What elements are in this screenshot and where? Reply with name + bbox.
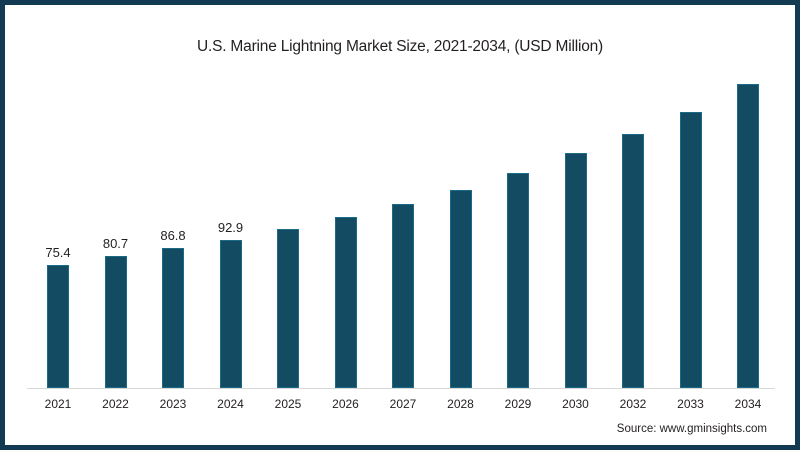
- x-tick-label-2032: 2032: [619, 397, 647, 411]
- bar-value-label-2023: 86.8: [160, 228, 186, 243]
- x-tick-label-2021: 2021: [44, 397, 72, 411]
- bar-value-label-2024: 92.9: [217, 220, 244, 235]
- bar-2022[interactable]: 80.7: [103, 236, 128, 388]
- x-tick-label-2024: 2024: [217, 397, 244, 411]
- bar-2023[interactable]: 86.8: [160, 228, 186, 388]
- x-tick-label-2022: 2022: [102, 397, 129, 411]
- bar-2026[interactable]: [334, 217, 357, 388]
- x-tick-label-2029: 2029: [504, 397, 532, 411]
- bar-rect-2022[interactable]: [104, 256, 127, 388]
- bar-2029[interactable]: [507, 173, 529, 388]
- chart-canvas: U.S. Marine Lightning Market Size, 2021-…: [5, 5, 795, 445]
- bar-rect-2033[interactable]: [679, 112, 702, 388]
- bar-2030[interactable]: [564, 153, 587, 388]
- x-tick-label-2026: 2026: [332, 397, 359, 411]
- frame-border-left: [0, 0, 5, 450]
- bar-2027[interactable]: [392, 204, 414, 388]
- bar-2032[interactable]: [622, 134, 644, 388]
- x-tick-label-2033: 2033: [677, 397, 704, 411]
- bar-rect-2034[interactable]: [737, 84, 759, 388]
- x-axis-line: [27, 388, 775, 389]
- bar-value-label-2021: 75.4: [45, 245, 71, 260]
- bar-rect-2025[interactable]: [277, 229, 299, 388]
- x-tick-label-2023: 2023: [159, 397, 187, 411]
- chart-title: U.S. Marine Lightning Market Size, 2021-…: [196, 38, 604, 55]
- frame-border-right: [795, 0, 800, 450]
- frame-border-bottom: [0, 445, 800, 450]
- bar-rect-2029[interactable]: [507, 173, 529, 388]
- frame-border-top: [0, 0, 800, 5]
- bar-2033[interactable]: [679, 112, 702, 388]
- bar-rect-2023[interactable]: [162, 248, 184, 388]
- x-tick-label-2027: 2027: [389, 397, 417, 411]
- x-tick-label-2034: 2034: [734, 397, 762, 411]
- bar-2021[interactable]: 75.4: [45, 245, 71, 388]
- x-tick-label-2030: 2030: [562, 397, 589, 411]
- bar-rect-2026[interactable]: [334, 217, 357, 388]
- bar-rect-2024[interactable]: [219, 240, 242, 388]
- bar-2028[interactable]: [449, 190, 472, 388]
- bar-2024[interactable]: 92.9: [218, 220, 243, 388]
- x-tick-label-2028: 2028: [447, 397, 474, 411]
- x-tick-label-2025: 2025: [274, 397, 302, 411]
- bar-2034[interactable]: [737, 84, 759, 388]
- plot-area: 75.4 2021 80.7 2022 86.8 2023 92.9 2024 2025 2026…: [5, 5, 795, 445]
- source-attribution: Source: www.gminsights.com: [616, 423, 767, 435]
- bar-2025[interactable]: [277, 229, 299, 388]
- bar-rect-2032[interactable]: [622, 134, 644, 388]
- bar-rect-2021[interactable]: [47, 265, 69, 388]
- bar-value-label-2022: 80.7: [102, 236, 129, 251]
- bar-rect-2028[interactable]: [449, 190, 472, 388]
- bar-rect-2027[interactable]: [392, 204, 414, 388]
- bar-rect-2030[interactable]: [564, 153, 587, 388]
